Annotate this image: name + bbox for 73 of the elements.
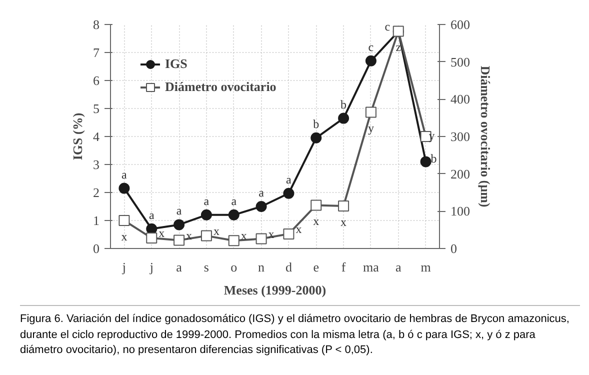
y-tick-label: 5: [93, 101, 100, 116]
x-tick-label: f: [341, 260, 346, 274]
x-tick-label: d: [285, 260, 292, 274]
data-label: x: [340, 214, 347, 229]
data-label: a: [176, 204, 182, 218]
data-label: x: [121, 230, 128, 244]
x-tick-label: ma: [363, 260, 380, 274]
y2-tick-label: 400: [450, 92, 470, 107]
point: [174, 219, 185, 230]
point: [256, 201, 267, 212]
x-axis-title: Meses (1999-2000): [224, 282, 326, 298]
y-tick-label: 4: [93, 129, 100, 144]
y-tick-label: 7: [93, 45, 100, 60]
point: [174, 234, 185, 246]
text: Figura 6. Variación del índice gonadosomático (IGS) y el diámetro ovocitario de hembras de Brycon amazonicus, durante el ciclo reproductivo de 1999-2000. Promedios con la misma letra (a, b ó c para IGS; x, y ó z para diámetro ovocitario), no presentaron diferencias significativas (P < 0,05).: [20, 312, 570, 358]
data-label: a: [204, 194, 210, 208]
legend-label: IGS: [165, 56, 188, 72]
y-tick-label: 2: [93, 185, 100, 200]
x-tick-label: a: [176, 260, 182, 274]
data-label: x: [213, 224, 220, 238]
point: [228, 209, 240, 220]
data-label: c: [384, 20, 390, 34]
data-label: b: [430, 152, 437, 166]
data-label: x: [296, 222, 302, 236]
y-tick-label: 6: [93, 73, 100, 88]
y-tick-label: 0: [93, 241, 100, 256]
data-label: z: [396, 40, 402, 54]
point: [283, 228, 294, 240]
data-label: c: [368, 40, 374, 54]
y-tick-label: 1: [93, 213, 100, 228]
y2-axis-title: Diámetro ovocitario (µm): [478, 66, 493, 208]
point: [118, 182, 130, 194]
y2-tick-label: 600: [450, 17, 470, 32]
data-label: a: [122, 167, 128, 182]
y2-tick-label: 0: [450, 241, 457, 256]
point: [365, 106, 376, 118]
data-label: y: [368, 121, 374, 136]
x-tick-label: m: [420, 260, 431, 274]
x-tick-label: e: [313, 260, 320, 274]
data-label: x: [240, 228, 247, 243]
point: [310, 132, 322, 144]
x-tick-label: j: [121, 260, 126, 274]
x-tick-label: a: [395, 260, 402, 274]
point: [200, 209, 212, 220]
data-label: a: [231, 194, 238, 208]
point: [310, 200, 322, 211]
y2-tick-label: 500: [450, 54, 470, 70]
data-label: a: [148, 208, 155, 222]
data-label: b: [313, 116, 320, 131]
x-tick-label: j: [148, 260, 154, 274]
point: [200, 230, 212, 242]
point: [228, 235, 240, 246]
data-label: a: [286, 172, 292, 186]
y-tick-label: 8: [93, 17, 100, 32]
point: [256, 233, 267, 244]
data-label: x: [158, 226, 165, 240]
y2-tick-label: 100: [450, 204, 470, 219]
point: [283, 188, 294, 199]
point: [146, 232, 158, 244]
x-tick-label: s: [204, 260, 209, 274]
x-tick-label: n: [258, 260, 266, 274]
data-label: b: [340, 97, 347, 112]
point: [365, 55, 376, 66]
point: [420, 156, 432, 168]
x-tick-label: o: [230, 260, 238, 274]
y2-tick-label: 200: [450, 166, 470, 182]
legend-label: Diámetro ovocitario: [165, 79, 276, 95]
y-axis-title: IGS (%): [70, 112, 85, 160]
y-tick-label: 3: [93, 157, 100, 172]
data-label: x: [313, 214, 320, 228]
data-label: a: [258, 186, 265, 200]
y2-tick-label: 300: [450, 129, 470, 144]
point: [338, 112, 350, 124]
